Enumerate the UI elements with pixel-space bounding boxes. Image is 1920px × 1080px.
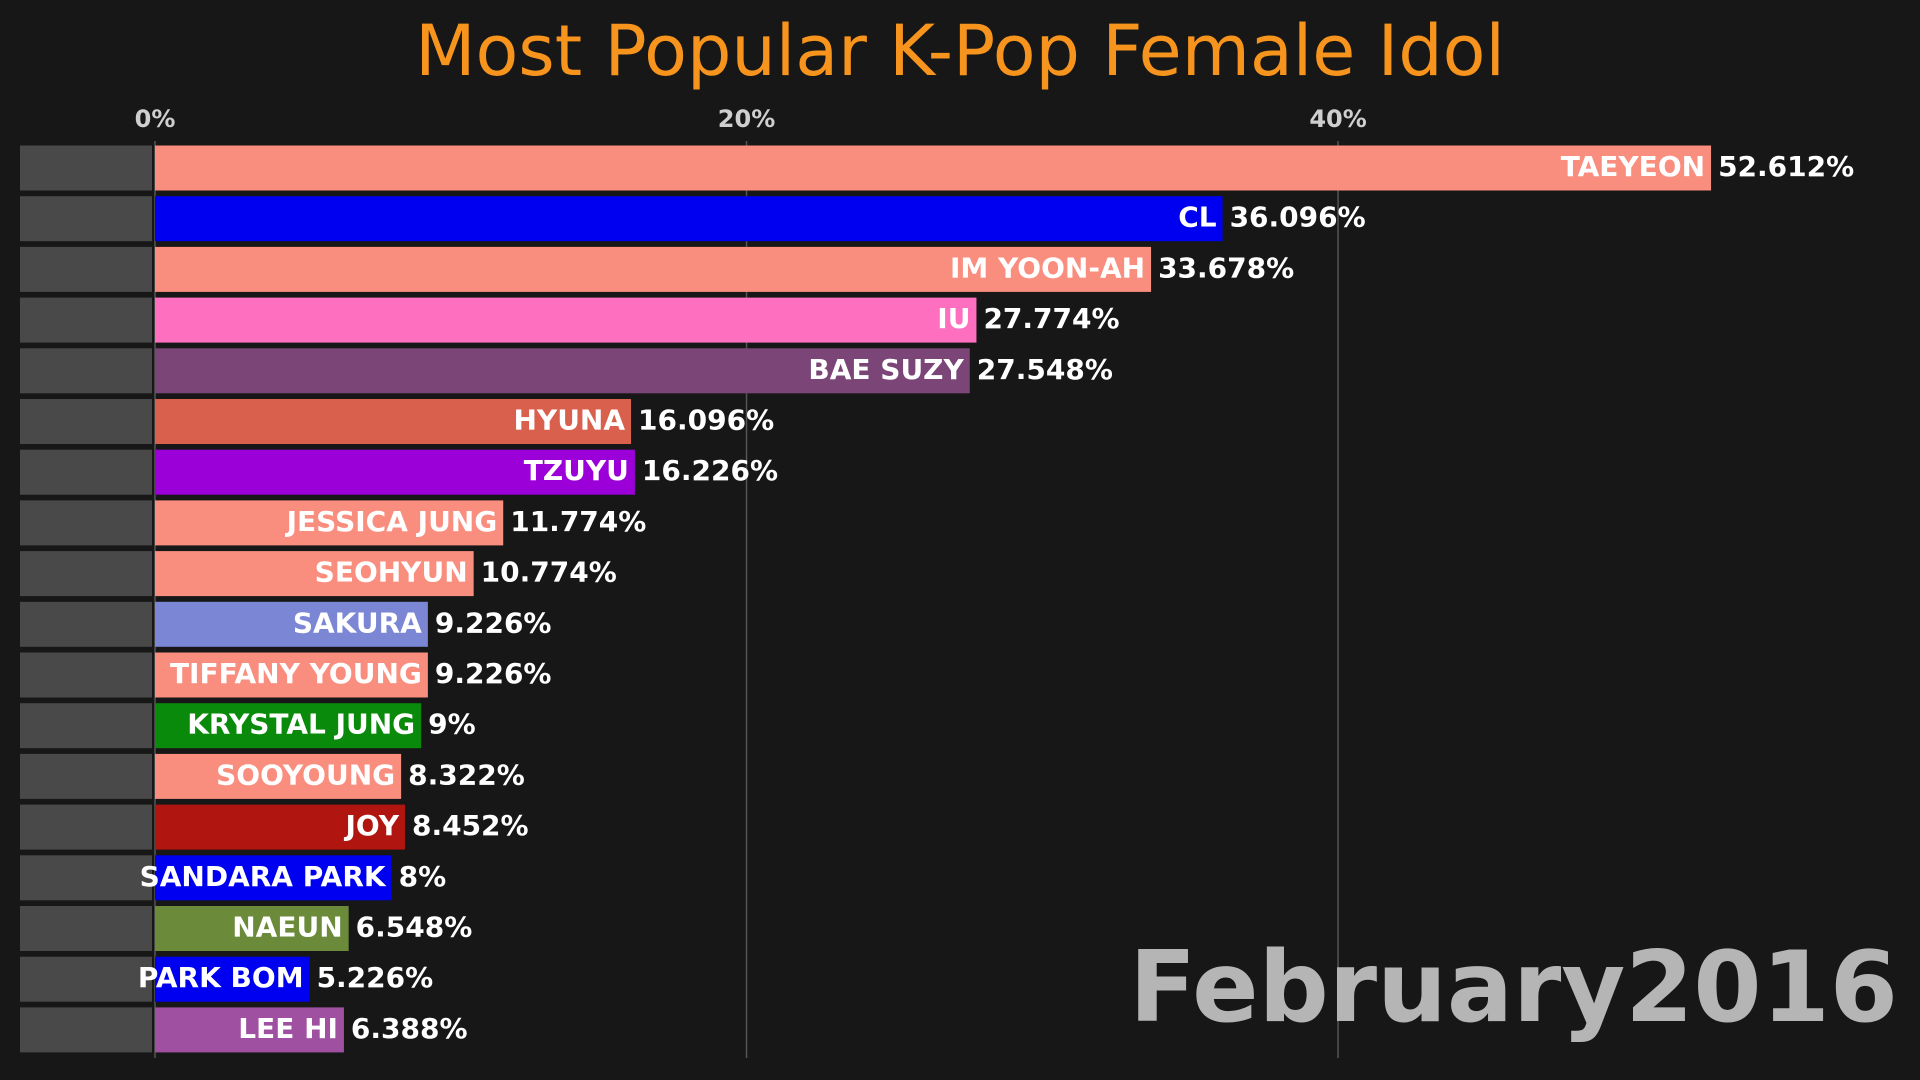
bar-name-label: SOOYOUNG — [216, 758, 395, 791]
bar-name-label: BAE SUZY — [808, 353, 964, 386]
thumbnail — [20, 855, 152, 901]
plot-area: TAEYEON 52.612% CL 36.096% IM YOON-AH 33.678%… — [20, 141, 1854, 1058]
thumbnail — [20, 753, 152, 799]
thumbnail — [20, 246, 152, 292]
bar-name-label: KRYSTAL JUNG — [187, 708, 415, 741]
thumbnail — [20, 703, 152, 749]
thumbnail — [20, 601, 152, 647]
thumbnail — [20, 449, 152, 495]
bar — [155, 703, 422, 749]
bar — [155, 906, 349, 951]
bar — [155, 246, 1152, 292]
value-label: 16.226% — [642, 454, 778, 487]
bar-name-label: CL — [1178, 201, 1217, 234]
bar — [155, 399, 632, 444]
thumbnail — [20, 1007, 152, 1053]
bar — [155, 297, 977, 343]
value-label: 8.322% — [408, 758, 525, 791]
bar-name-label: LEE HI — [238, 1012, 338, 1045]
bar-name-label: IM YOON-AH — [950, 251, 1145, 284]
thumbnail — [20, 348, 152, 394]
thumbnail — [20, 804, 152, 850]
bar-name-label: NAEUN — [232, 911, 342, 944]
bar-name-label: IU — [937, 302, 970, 335]
x-tick-label: 0% — [135, 105, 176, 133]
thumbnail — [20, 196, 152, 242]
bar-name-label: HYUNA — [513, 404, 625, 437]
bar — [155, 1007, 344, 1053]
bar — [155, 956, 310, 1002]
bar-name-label: SEOHYUN — [315, 556, 468, 589]
value-label: 33.678% — [1158, 251, 1294, 284]
x-tick-label: 40% — [1309, 105, 1366, 133]
value-label: 27.548% — [977, 353, 1113, 386]
bar-name-label: PARK BOM — [138, 961, 304, 994]
bar — [155, 855, 392, 901]
bar — [155, 145, 1712, 191]
value-label: 9.226% — [435, 657, 552, 690]
thumbnail — [20, 145, 152, 191]
thumbnail — [20, 906, 152, 951]
thumbnail — [20, 399, 152, 444]
bar-name-label: TZUYU — [524, 454, 629, 487]
value-label: 9.226% — [435, 606, 552, 639]
thumbnail — [20, 652, 152, 698]
bar-name-label: TIFFANY YOUNG — [170, 657, 422, 690]
value-label: 8.452% — [412, 809, 529, 842]
thumbnail — [20, 500, 152, 546]
x-tick-label: 20% — [718, 105, 775, 133]
bar-name-label: SANDARA PARK — [140, 860, 387, 893]
bar-name-label: TAEYEON — [1561, 150, 1705, 183]
value-label: 9% — [428, 708, 476, 741]
value-label: 8% — [399, 860, 447, 893]
value-label: 16.096% — [638, 404, 774, 437]
thumbnail — [20, 551, 152, 597]
value-label: 11.774% — [510, 505, 646, 538]
thumbnail — [20, 297, 152, 343]
bar — [155, 500, 504, 546]
bar — [155, 551, 474, 597]
value-label: 27.774% — [983, 302, 1119, 335]
bar — [155, 652, 428, 698]
value-label: 5.226% — [317, 961, 434, 994]
bar — [155, 196, 1223, 242]
value-label: 6.388% — [351, 1012, 468, 1045]
thumbnail — [20, 956, 152, 1002]
bar-name-label: JOY — [343, 809, 399, 842]
date-label: February2016 — [1129, 931, 1898, 1045]
bar — [155, 601, 428, 647]
bar — [155, 753, 402, 799]
bar — [155, 804, 405, 850]
value-label: 36.096% — [1230, 201, 1366, 234]
bar-name-label: SAKURA — [293, 606, 422, 639]
value-label: 52.612% — [1718, 150, 1854, 183]
chart-title: Most Popular K-Pop Female Idol — [415, 10, 1505, 92]
bar — [155, 449, 635, 495]
bar — [155, 348, 970, 394]
value-label: 6.548% — [356, 911, 473, 944]
value-label: 10.774% — [481, 556, 617, 589]
bar-name-label: JESSICA JUNG — [285, 505, 498, 538]
